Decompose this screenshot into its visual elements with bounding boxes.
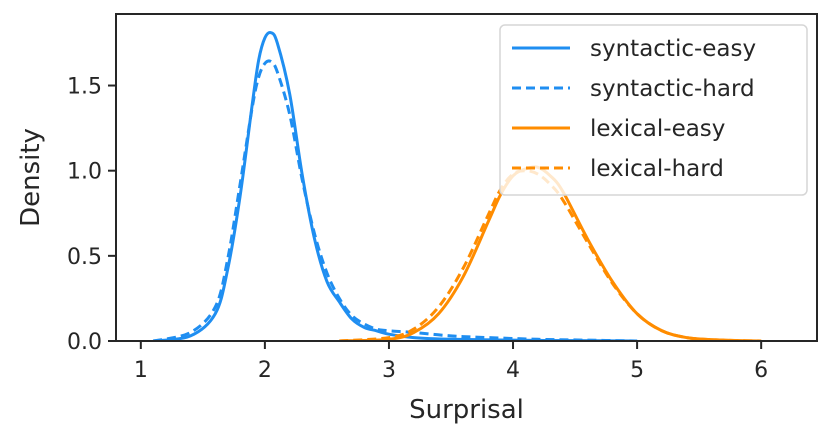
y-tick-label: 0.0 <box>67 330 102 355</box>
series-line-lexical-hard <box>339 169 762 341</box>
y-tick-label: 1.5 <box>67 75 102 100</box>
y-axis-ticks: 0.0 0.5 1.0 1.5 <box>67 75 116 355</box>
x-tick-label: 6 <box>754 358 768 383</box>
x-tick-label: 5 <box>630 358 644 383</box>
x-tick-label: 3 <box>382 358 396 383</box>
legend-label: syntactic-hard <box>590 76 755 102</box>
x-axis-label: Surprisal <box>409 395 524 425</box>
series-line-syntactic-hard <box>152 59 638 341</box>
legend-label: syntactic-easy <box>590 36 756 62</box>
plot-frame <box>115 13 818 342</box>
x-tick-label: 1 <box>134 358 148 383</box>
legend-box <box>499 24 808 196</box>
legend: syntactic-easy syntactic-hard lexical-easy… <box>499 24 808 196</box>
x-tick-label: 4 <box>506 358 520 383</box>
legend-label: lexical-hard <box>590 156 724 182</box>
x-axis-ticks: 1 2 3 4 5 6 <box>134 341 768 383</box>
y-tick-label: 0.5 <box>67 245 102 270</box>
y-tick-label: 1.0 <box>67 160 102 185</box>
legend-label: lexical-easy <box>590 116 725 142</box>
x-tick-label: 2 <box>258 358 272 383</box>
y-axis-label: Density <box>16 128 46 227</box>
